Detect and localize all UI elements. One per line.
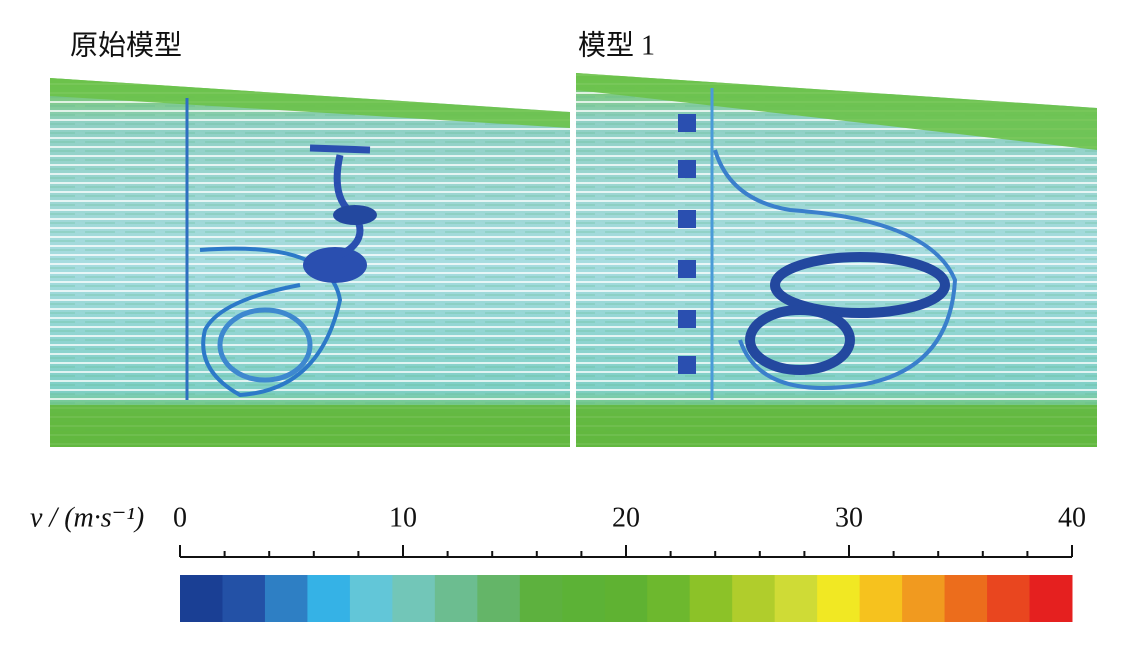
panel-title: 原始模型	[70, 29, 182, 61]
colorbar-segment	[774, 575, 818, 622]
flow-image-model-1	[576, 73, 1097, 447]
tick-label: 20	[612, 502, 640, 533]
colorbar-segment	[519, 575, 563, 622]
colorbar-segment	[392, 575, 436, 622]
colorbar-segment	[477, 575, 521, 622]
colorbar-segment	[817, 575, 861, 622]
colorbar-segment	[264, 575, 308, 622]
tick-label: 30	[835, 502, 863, 533]
colorbar-segment	[562, 575, 606, 622]
tick-label: 10	[389, 502, 417, 533]
colorbar-segment	[902, 575, 946, 622]
colorbar-segment	[180, 575, 223, 622]
colorbar-segment	[859, 575, 903, 622]
colorbar-segment	[434, 575, 478, 622]
colorbar-segment	[349, 575, 393, 622]
tick-label: 0	[173, 502, 187, 533]
flow-image-original	[50, 78, 570, 447]
panel-title: 模型 1	[578, 29, 655, 61]
colorbar-segment	[944, 575, 988, 622]
colorbar-segment	[1029, 575, 1073, 622]
colorbar-label: v / (m·s⁻¹)	[30, 502, 144, 533]
colorbar-segment	[987, 575, 1031, 622]
colorbar-segment	[307, 575, 351, 622]
colorbar-segment	[732, 575, 776, 622]
colorbar-segment	[222, 575, 266, 622]
colorbar-segment	[689, 575, 733, 622]
colorbar-segment	[604, 575, 648, 622]
colorbar-segment	[647, 575, 691, 622]
tick-label: 40	[1058, 502, 1086, 533]
